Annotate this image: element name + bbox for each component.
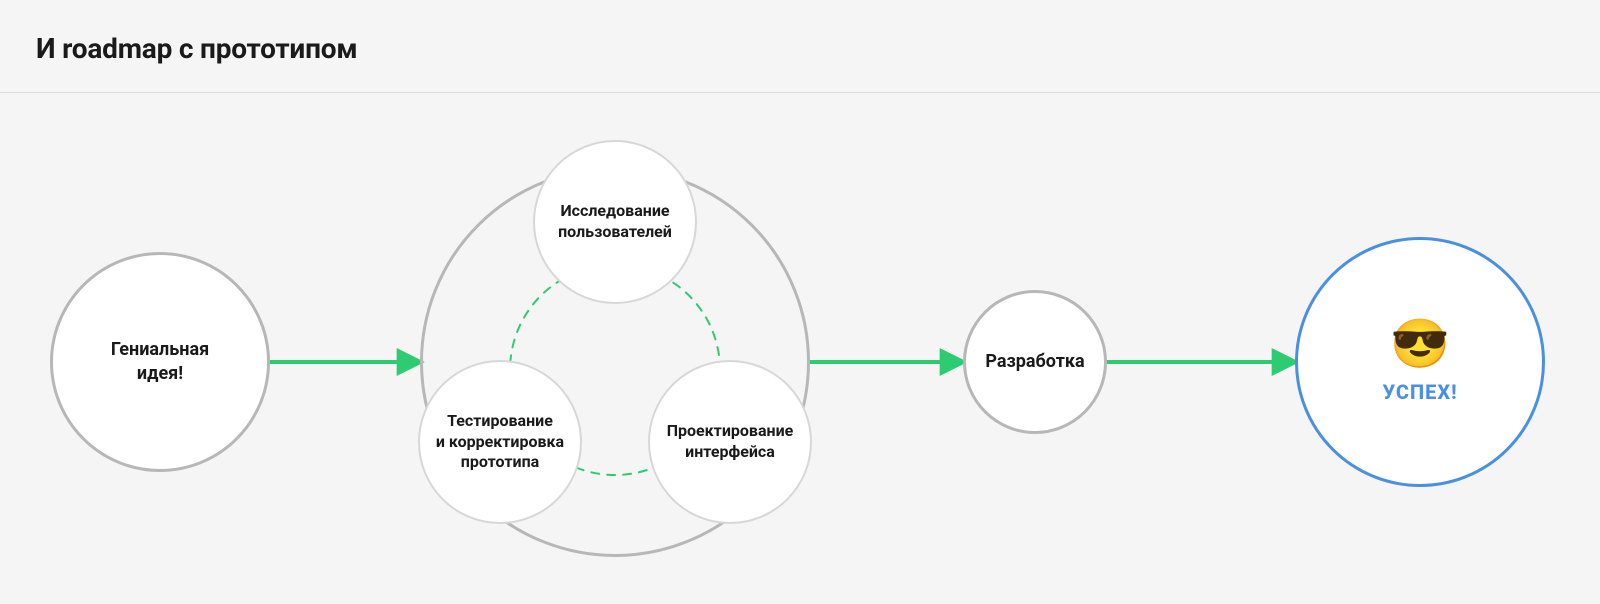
node-test-label: Тестированиеи корректировкапрототипа (428, 411, 572, 473)
diagram-stage: Гениальнаяидея! Исследованиепользователе… (0, 92, 1600, 604)
node-research-label: Исследованиепользователей (550, 201, 680, 243)
page-title: И roadmap с прототипом (36, 32, 357, 65)
node-dev-label: Разработка (975, 350, 1094, 374)
node-idea: Гениальнаяидея! (50, 252, 270, 472)
node-design: Проектированиеинтерфейса (648, 360, 812, 524)
node-dev: Разработка (963, 290, 1107, 434)
node-test: Тестированиеи корректировкапрототипа (418, 360, 582, 524)
node-idea-label: Гениальнаяидея! (101, 338, 219, 387)
node-design-label: Проектированиеинтерфейса (659, 421, 802, 463)
success-emoji-icon: 😎 (1390, 320, 1450, 368)
node-success-label: УСПЕХ! (1382, 380, 1457, 404)
node-research: Исследованиепользователей (533, 140, 697, 304)
node-success: 😎 УСПЕХ! (1295, 237, 1545, 487)
